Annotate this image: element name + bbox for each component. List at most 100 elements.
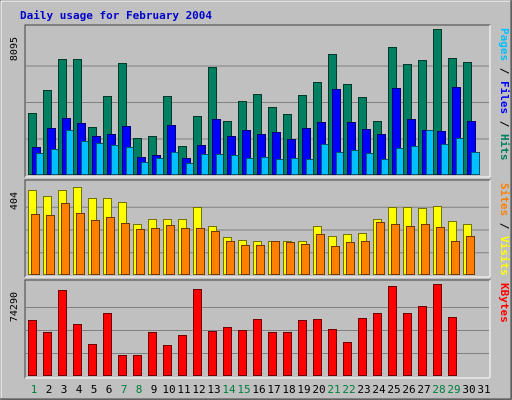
day-label-30: 30: [462, 383, 475, 396]
bar-sites-day-20: [316, 234, 325, 275]
legend-part: Sites: [498, 183, 511, 216]
bar-sites-day-22: [346, 242, 355, 275]
bar-kbytes-day-6: [103, 313, 112, 376]
day-label-7: 7: [121, 383, 128, 396]
series-legend-label: KBytes: [498, 283, 511, 323]
day-label-12: 12: [192, 383, 205, 396]
bar-sites-day-18: [286, 242, 295, 275]
bar-kbytes-day-12: [193, 289, 202, 376]
day-label-9: 9: [151, 383, 158, 396]
bar-kbytes-day-29: [448, 317, 457, 376]
day-label-31: 31: [477, 383, 490, 396]
bar-sites-day-1: [31, 214, 40, 275]
day-label-21: 21: [327, 383, 340, 396]
bar-sites-day-24: [376, 222, 385, 275]
bar-kbytes-day-8: [133, 355, 142, 376]
bar-kbytes-day-5: [88, 344, 97, 376]
bar-sites-day-29: [451, 241, 460, 275]
bar-sites-day-23: [361, 241, 370, 275]
axis-max-label: 8095: [9, 37, 20, 61]
bar-sites-day-2: [46, 215, 55, 275]
bar-kbytes-day-19: [298, 320, 307, 376]
bar-kbytes-day-1: [28, 320, 37, 376]
day-label-15: 15: [237, 383, 250, 396]
bar-sites-day-12: [196, 228, 205, 275]
legend-part: Pages: [498, 28, 511, 61]
legend-part: Hits: [498, 134, 511, 161]
day-label-10: 10: [162, 383, 175, 396]
bar-sites-day-3: [61, 203, 70, 275]
bar-kbytes-day-27: [418, 306, 427, 376]
bar-sites-day-27: [421, 224, 430, 275]
bar-kbytes-day-22: [343, 342, 352, 376]
bar-kbytes-day-11: [178, 335, 187, 376]
day-label-23: 23: [357, 383, 370, 396]
bar-kbytes-day-14: [223, 327, 232, 376]
bar-kbytes-day-4: [73, 324, 82, 376]
axis-max-label: 74290: [9, 292, 20, 322]
legend-part: Visits: [498, 236, 511, 276]
bar-sites-day-7: [121, 223, 130, 275]
bar-kbytes-day-2: [43, 332, 52, 376]
panel-hits-files-pages: 8095 Pages / Files / Hits: [9, 24, 511, 178]
day-label-6: 6: [106, 383, 113, 396]
bar-kbytes-day-23: [358, 318, 367, 376]
day-label-25: 25: [387, 383, 400, 396]
bar-kbytes-day-16: [253, 319, 262, 376]
bar-sites-day-8: [136, 229, 145, 275]
bar-sites-day-9: [151, 228, 160, 275]
day-label-18: 18: [282, 383, 295, 396]
legend-part: KBytes: [498, 283, 511, 323]
day-label-11: 11: [177, 383, 190, 396]
day-label-27: 27: [417, 383, 430, 396]
day-label-26: 26: [402, 383, 415, 396]
bar-sites-day-6: [106, 217, 115, 275]
chart-title: Daily usage for February 2004: [20, 9, 212, 22]
day-label-22: 22: [342, 383, 355, 396]
legend-part: Files: [498, 81, 511, 114]
bar-sites-day-26: [406, 226, 415, 275]
day-label-20: 20: [312, 383, 325, 396]
bar-kbytes-day-10: [163, 345, 172, 376]
bar-kbytes-day-18: [283, 332, 292, 376]
day-label-2: 2: [46, 383, 53, 396]
series-legend-label: Sites / Visits: [498, 183, 511, 276]
bar-sites-day-28: [436, 227, 445, 275]
bar-sites-day-15: [241, 245, 250, 275]
day-label-5: 5: [91, 383, 98, 396]
bar-kbytes-day-3: [58, 290, 67, 376]
series-legend-label: Pages / Files / Hits: [498, 28, 511, 161]
bar-sites-day-16: [256, 245, 265, 275]
bar-sites-day-21: [331, 246, 340, 275]
bar-sites-day-14: [226, 241, 235, 275]
bar-kbytes-day-7: [118, 355, 127, 376]
bar-kbytes-day-20: [313, 319, 322, 376]
bar-sites-day-17: [271, 241, 280, 275]
bar-sites-day-10: [166, 225, 175, 275]
bar-kbytes-day-24: [373, 313, 382, 376]
bar-kbytes-day-9: [148, 332, 157, 376]
day-label-1: 1: [31, 383, 38, 396]
chart-panels: 8095 Pages / Files / Hits 404 Sites / Visit…: [9, 24, 511, 379]
bar-kbytes-day-13: [208, 331, 217, 376]
day-label-29: 29: [447, 383, 460, 396]
bar-kbytes-day-15: [238, 330, 247, 376]
day-label-13: 13: [207, 383, 220, 396]
day-labels: 1 2 3 4 5 6 7 8 9 10 11 12 13 14 15 16 17 18 19 20 21 22 23 24 2…: [31, 383, 491, 396]
bar-kbytes-day-21: [328, 329, 337, 376]
day-label-17: 17: [267, 383, 280, 396]
day-label-4: 4: [76, 383, 83, 396]
day-label-16: 16: [252, 383, 265, 396]
day-label-28: 28: [432, 383, 445, 396]
panel-kbytes: 74290 KBytes: [9, 279, 511, 379]
day-label-8: 8: [136, 383, 143, 396]
panel-visits-sites: 404 Sites / Visits: [9, 179, 511, 278]
bar-sites-day-4: [76, 213, 85, 275]
bar-sites-day-19: [301, 244, 310, 275]
legend-part: /: [498, 114, 511, 134]
legend-part: /: [498, 61, 511, 81]
day-label-3: 3: [61, 383, 68, 396]
bar-kbytes-day-17: [268, 332, 277, 376]
day-label-19: 19: [297, 383, 310, 396]
